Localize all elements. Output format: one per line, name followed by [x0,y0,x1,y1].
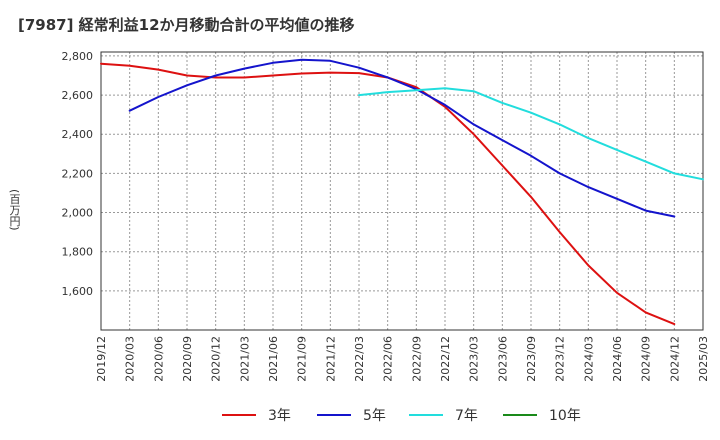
series-layer [100,58,704,326]
tick-layer: 1,600 1,800 2,000 2,200 2,400 2,600 2,800 2019/… [62,50,711,382]
legend-swatch [317,414,351,416]
x-tick-label: 2024/12 [668,336,681,382]
y-tick-label: 1,800 [62,246,94,259]
legend-label: 10年 [549,408,581,424]
legend-item: 5年 [317,402,386,428]
chart-title: [7987] 経常利益12か月移動合計の平均値の推移 [18,16,355,34]
legend-swatch [409,414,443,416]
x-tick-label: 2023/12 [554,336,567,382]
legend: 3年 5年 7年 10年 [0,402,720,428]
series-line-7年 [358,87,704,181]
series-line-5年 [128,58,676,218]
y-axis-label: (百万円) [8,189,21,231]
x-tick-label: 2021/09 [296,336,309,382]
legend-label: 5年 [363,408,386,424]
legend-label: 3年 [268,408,291,424]
x-tick-label: 2021/12 [324,336,337,382]
y-tick-label: 2,200 [62,167,94,180]
plot-frame [100,51,704,331]
x-tick-label: 2025/03 [697,336,710,382]
x-tick-label: 2022/09 [410,336,423,382]
y-tick-label: 2,600 [62,89,94,102]
x-tick-label: 2023/03 [468,336,481,382]
y-tick-label: 1,600 [62,285,94,298]
x-tick-label: 2020/06 [152,336,165,382]
x-tick-label: 2024/06 [611,336,624,382]
y-tick-label: 2,000 [62,207,94,220]
y-tick-label: 2,400 [62,128,94,141]
x-tick-label: 2022/03 [353,336,366,382]
plot-area [101,52,703,330]
x-tick-label: 2020/09 [181,336,194,382]
x-tick-label: 2023/09 [525,336,538,382]
axis-layer [100,51,704,331]
grid-layer [101,52,703,330]
legend-item: 10年 [503,402,581,428]
legend-swatch [222,414,256,416]
x-tick-label: 2021/06 [267,336,280,382]
x-tick-label: 2024/03 [582,336,595,382]
x-tick-label: 2022/06 [382,336,395,382]
x-tick-label: 2020/12 [210,336,223,382]
legend-item: 3年 [222,402,291,428]
legend-swatch [503,414,537,416]
x-tick-label: 2024/09 [640,336,653,382]
x-tick-label: 2023/06 [496,336,509,382]
x-tick-label: 2019/12 [95,336,108,382]
x-tick-label: 2021/03 [238,336,251,382]
x-tick-label: 2022/12 [439,336,452,382]
y-tick-label: 2,800 [62,50,94,63]
x-tick-label: 2020/03 [124,336,137,382]
legend-label: 7年 [455,408,478,424]
legend-item: 7年 [409,402,478,428]
